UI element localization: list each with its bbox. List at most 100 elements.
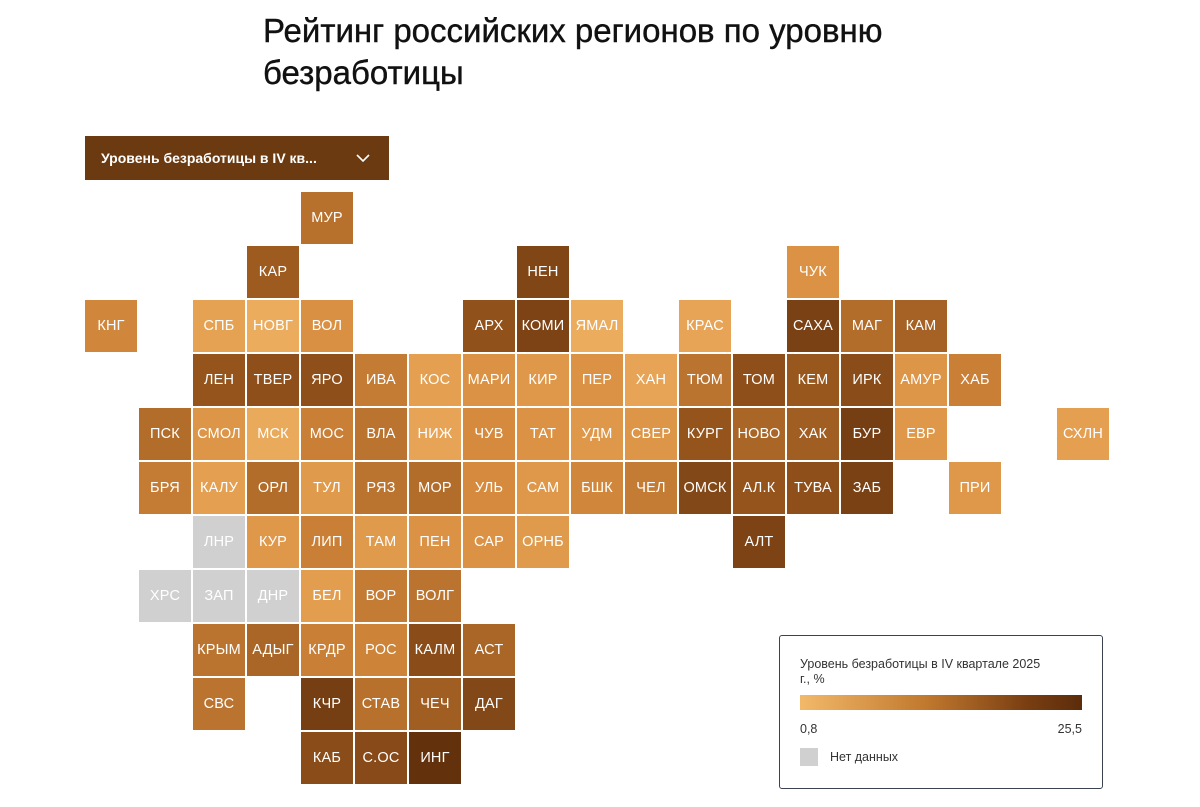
region-tile[interactable]: ВОР	[355, 570, 407, 622]
region-tile[interactable]: КРАС	[679, 300, 731, 352]
region-tile[interactable]: СХЛН	[1057, 408, 1109, 460]
region-tile[interactable]: ХАБ	[949, 354, 1001, 406]
chevron-down-icon	[356, 154, 370, 163]
region-tile[interactable]: ЛЕН	[193, 354, 245, 406]
region-tile[interactable]: КАР	[247, 246, 299, 298]
region-tile[interactable]: МОР	[409, 462, 461, 514]
region-tile[interactable]: АСТ	[463, 624, 515, 676]
region-tile[interactable]: ЧУВ	[463, 408, 515, 460]
region-tile[interactable]: ЯМАЛ	[571, 300, 623, 352]
region-tile[interactable]: ДНР	[247, 570, 299, 622]
region-tile[interactable]: УДМ	[571, 408, 623, 460]
region-tile[interactable]: СТАВ	[355, 678, 407, 730]
region-tile[interactable]: КНГ	[85, 300, 137, 352]
region-tile[interactable]: КУРГ	[679, 408, 731, 460]
no-data-label: Нет данных	[830, 750, 899, 764]
region-tile[interactable]: БШК	[571, 462, 623, 514]
region-tile[interactable]: ТУВА	[787, 462, 839, 514]
region-tile[interactable]: ОРЛ	[247, 462, 299, 514]
region-tile[interactable]: СМОЛ	[193, 408, 245, 460]
region-tile[interactable]: МСК	[247, 408, 299, 460]
page-title: Рейтинг российских регионов по уровню бе…	[263, 12, 883, 91]
region-tile[interactable]: КОС	[409, 354, 461, 406]
region-tile[interactable]: ХАН	[625, 354, 677, 406]
region-tile[interactable]: САХА	[787, 300, 839, 352]
region-tile[interactable]: НИЖ	[409, 408, 461, 460]
region-tile[interactable]: КРДР	[301, 624, 353, 676]
region-tile[interactable]: ИВА	[355, 354, 407, 406]
region-tile[interactable]: МОС	[301, 408, 353, 460]
region-tile[interactable]: БРЯ	[139, 462, 191, 514]
region-tile[interactable]: ХРС	[139, 570, 191, 622]
legend: Уровень безработицы в IV квартале 2025 г…	[779, 635, 1103, 789]
legend-min-label: 0,8	[800, 722, 818, 736]
region-tile[interactable]: ХАК	[787, 408, 839, 460]
region-tile[interactable]: КУР	[247, 516, 299, 568]
region-tile[interactable]: ЕВР	[895, 408, 947, 460]
region-tile[interactable]: КЧР	[301, 678, 353, 730]
region-tile[interactable]: ТУЛ	[301, 462, 353, 514]
region-tile[interactable]: НОВО	[733, 408, 785, 460]
region-tile[interactable]: АЛТ	[733, 516, 785, 568]
region-tile[interactable]: ВОЛГ	[409, 570, 461, 622]
legend-max-label: 25,5	[1057, 722, 1082, 736]
legend-color-scale	[800, 695, 1082, 710]
region-tile[interactable]: МУР	[301, 192, 353, 244]
region-tile[interactable]: МАГ	[841, 300, 893, 352]
region-tile[interactable]: ПЕН	[409, 516, 461, 568]
region-tile[interactable]: КОМИ	[517, 300, 569, 352]
region-tile[interactable]: НОВГ	[247, 300, 299, 352]
region-tile[interactable]: АЛ.К	[733, 462, 785, 514]
no-data-swatch	[800, 748, 818, 766]
region-tile[interactable]: ПСК	[139, 408, 191, 460]
region-tile[interactable]: КАБ	[301, 732, 353, 784]
region-tile[interactable]: РОС	[355, 624, 407, 676]
region-tile[interactable]: ИРК	[841, 354, 893, 406]
region-tile[interactable]: МАРИ	[463, 354, 515, 406]
region-tile[interactable]: КАМ	[895, 300, 947, 352]
region-tile[interactable]: ЧУК	[787, 246, 839, 298]
region-tile[interactable]: КИР	[517, 354, 569, 406]
region-tile[interactable]: БЕЛ	[301, 570, 353, 622]
region-tile[interactable]: САР	[463, 516, 515, 568]
indicator-dropdown[interactable]: Уровень безработицы в IV кв...	[85, 136, 389, 180]
region-tile[interactable]: ТЮМ	[679, 354, 731, 406]
region-tile[interactable]: С.ОС	[355, 732, 407, 784]
region-tile[interactable]: ЗАБ	[841, 462, 893, 514]
region-tile[interactable]: КАЛМ	[409, 624, 461, 676]
region-tile[interactable]: КЕМ	[787, 354, 839, 406]
region-tile[interactable]: ПРИ	[949, 462, 1001, 514]
region-tile[interactable]: ТАМ	[355, 516, 407, 568]
region-tile[interactable]: ОМСК	[679, 462, 731, 514]
region-tile[interactable]: ЛНР	[193, 516, 245, 568]
region-tile[interactable]: СВЕР	[625, 408, 677, 460]
region-tile[interactable]: ДАГ	[463, 678, 515, 730]
region-tile[interactable]: КАЛУ	[193, 462, 245, 514]
region-tile[interactable]: АМУР	[895, 354, 947, 406]
region-tile[interactable]: ВОЛ	[301, 300, 353, 352]
region-tile[interactable]: ЛИП	[301, 516, 353, 568]
region-tile[interactable]: АРХ	[463, 300, 515, 352]
region-tile[interactable]: КРЫМ	[193, 624, 245, 676]
region-tile[interactable]: ЯРО	[301, 354, 353, 406]
region-tile[interactable]: БУР	[841, 408, 893, 460]
region-tile[interactable]: ЧЕЧ	[409, 678, 461, 730]
region-tile[interactable]: ТАТ	[517, 408, 569, 460]
region-tile[interactable]: АДЫГ	[247, 624, 299, 676]
region-tile[interactable]: ЧЕЛ	[625, 462, 677, 514]
region-tile[interactable]: ТВЕР	[247, 354, 299, 406]
region-tile[interactable]: УЛЬ	[463, 462, 515, 514]
region-tile[interactable]: НЕН	[517, 246, 569, 298]
region-tile[interactable]: ЗАП	[193, 570, 245, 622]
region-tile[interactable]: САМ	[517, 462, 569, 514]
region-tile[interactable]: ВЛА	[355, 408, 407, 460]
region-tile[interactable]: СВС	[193, 678, 245, 730]
region-tile[interactable]: ИНГ	[409, 732, 461, 784]
region-tile[interactable]: СПБ	[193, 300, 245, 352]
region-tile[interactable]: ТОМ	[733, 354, 785, 406]
region-tile[interactable]: ПЕР	[571, 354, 623, 406]
region-tile[interactable]: ОРНБ	[517, 516, 569, 568]
region-tile[interactable]: РЯЗ	[355, 462, 407, 514]
